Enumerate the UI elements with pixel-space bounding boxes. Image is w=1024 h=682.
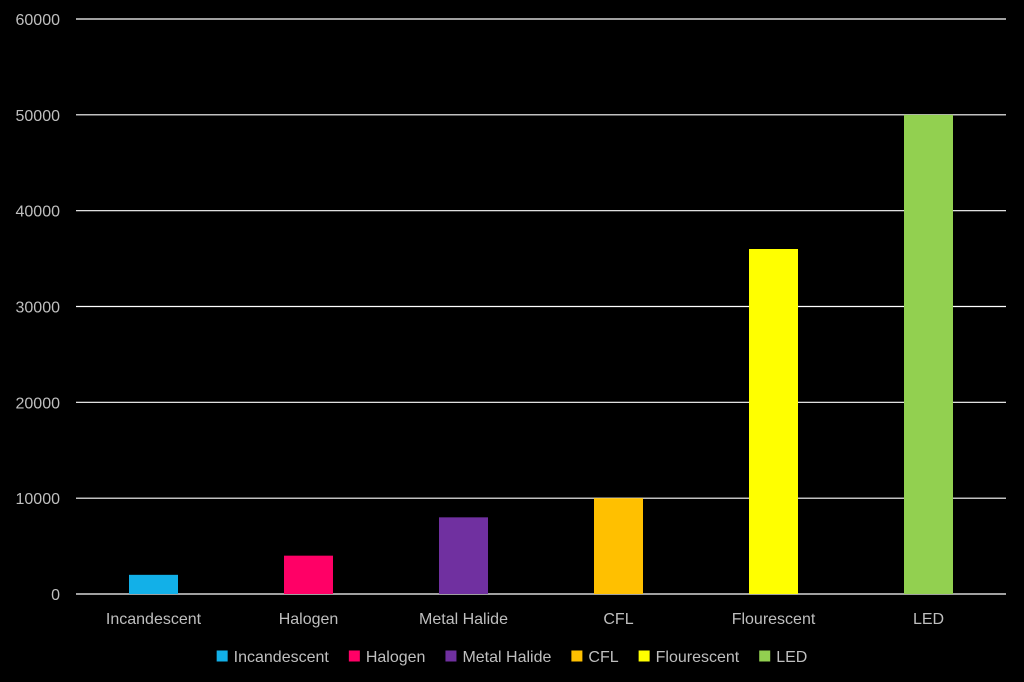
bar-incandescent — [129, 574, 178, 594]
legend-swatch-led — [759, 650, 771, 662]
legend-item-led: LED — [759, 649, 807, 666]
x-tick-label-halogen: Halogen — [279, 611, 339, 628]
legend-item-halogen: Halogen — [348, 649, 426, 666]
legend-swatch-halogen — [348, 650, 360, 662]
bar-metal-halide — [439, 517, 488, 594]
legend-label-metal-halide: Metal Halide — [462, 649, 551, 666]
y-tick-label: 50000 — [16, 108, 61, 125]
legend-label-led: LED — [776, 649, 807, 666]
y-tick-label: 0 — [51, 587, 60, 604]
bar-cfl — [594, 498, 643, 594]
legend-swatch-cfl — [571, 650, 583, 662]
legend-label-cfl: CFL — [588, 649, 618, 666]
bars — [129, 114, 953, 594]
legend-label-halogen: Halogen — [366, 649, 426, 666]
legend-label-flourescent: Flourescent — [656, 649, 740, 666]
legend-label-incandescent: Incandescent — [234, 649, 330, 666]
legend-swatch-flourescent — [638, 650, 650, 662]
gridlines — [76, 18, 1006, 595]
y-tick-label: 20000 — [16, 395, 61, 412]
x-tick-label-led: LED — [913, 611, 944, 628]
legend-item-flourescent: Flourescent — [638, 649, 740, 666]
bar-flourescent — [749, 249, 798, 594]
legend-item-incandescent: Incandescent — [216, 649, 330, 666]
bar-halogen — [284, 555, 333, 594]
y-tick-label: 40000 — [16, 204, 61, 221]
x-axis-ticks: Incandescent Halogen Metal Halide CFL Floure… — [106, 611, 944, 628]
y-tick-label: 10000 — [16, 491, 61, 508]
legend-swatch-metal-halide — [445, 650, 457, 662]
x-tick-label-cfl: CFL — [603, 611, 633, 628]
y-tick-label: 60000 — [16, 12, 61, 29]
legend: Incandescent Halogen Metal Halide CFL Floure… — [216, 649, 807, 666]
y-axis-ticks: 0 10000 20000 30000 40000 50000 60000 — [16, 12, 61, 604]
legend-swatch-incandescent — [216, 650, 228, 662]
y-tick-label: 30000 — [16, 300, 61, 317]
x-tick-label-flourescent: Flourescent — [732, 611, 816, 628]
x-tick-label-incandescent: Incandescent — [106, 611, 202, 628]
legend-item-cfl: CFL — [571, 649, 619, 666]
legend-item-metal-halide: Metal Halide — [445, 649, 551, 666]
x-tick-label-metal-halide: Metal Halide — [419, 611, 508, 628]
bar-led — [904, 114, 953, 594]
